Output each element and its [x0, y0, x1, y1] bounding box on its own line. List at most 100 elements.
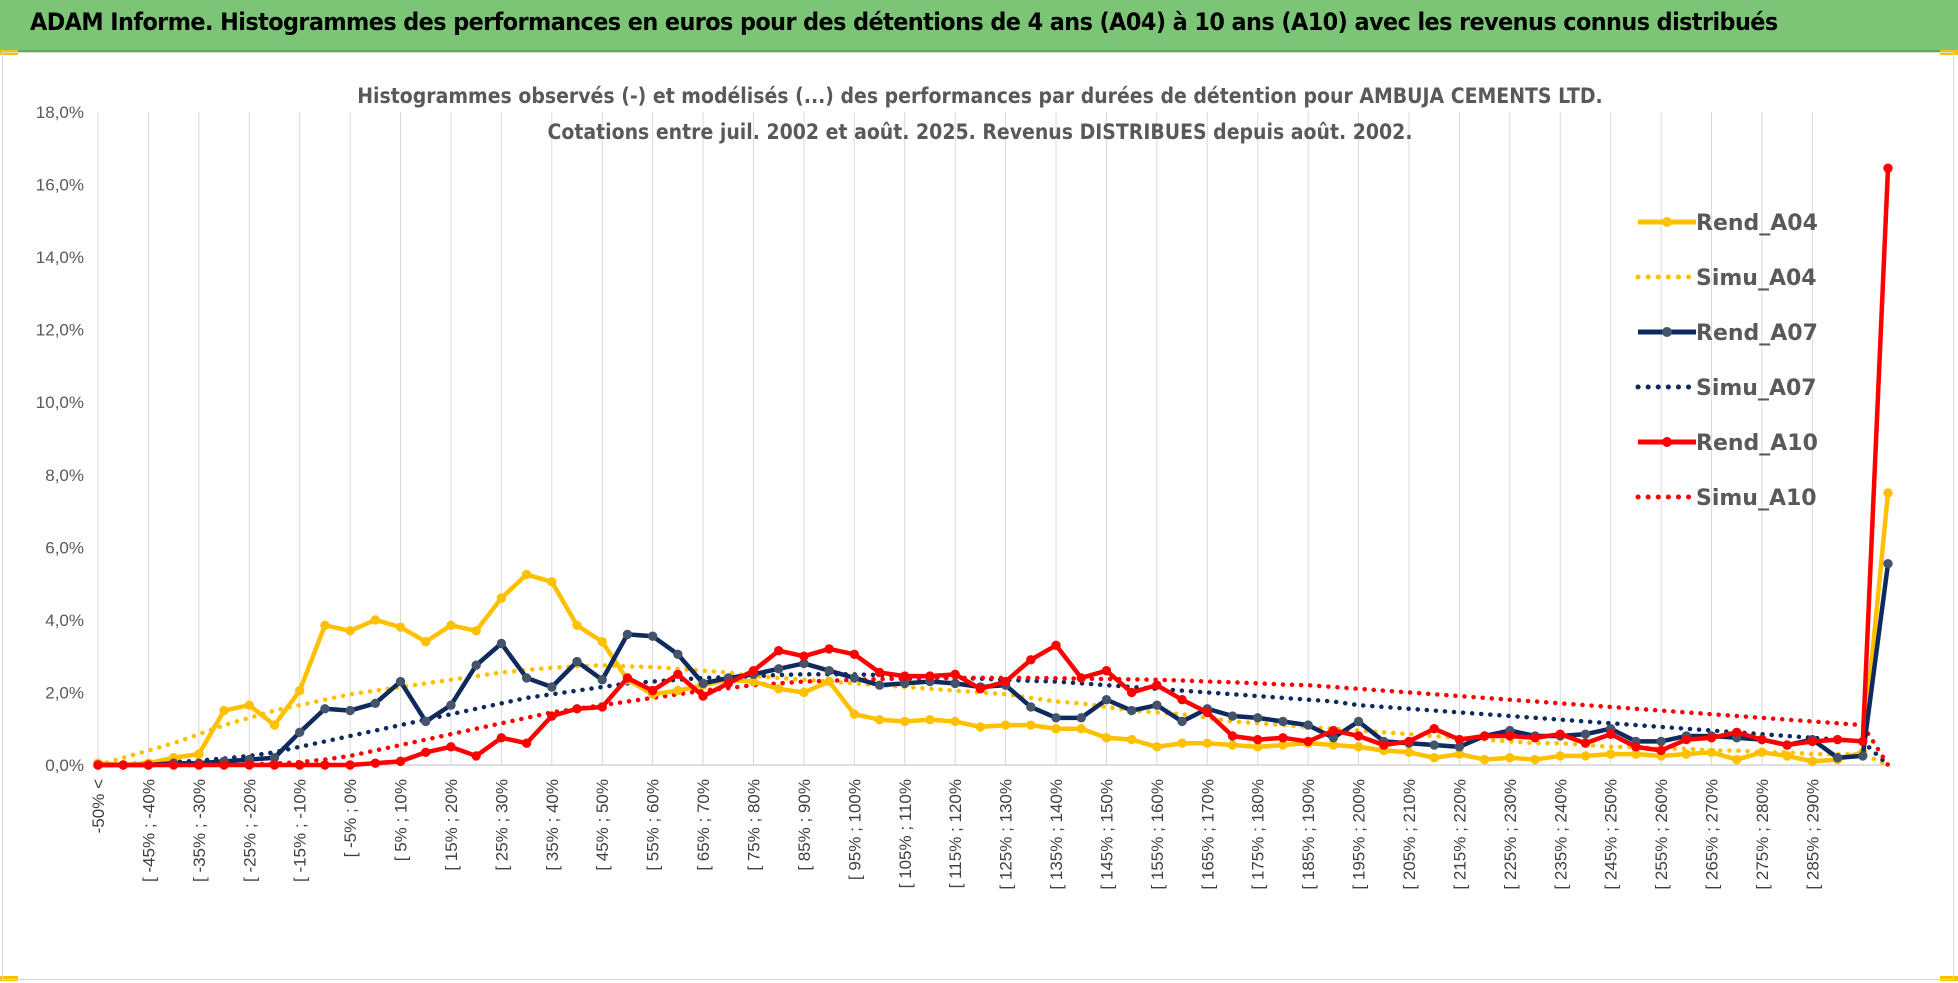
data-point — [496, 638, 507, 649]
data-point — [269, 760, 280, 770]
data-point — [748, 665, 759, 676]
data-point — [1530, 733, 1540, 743]
data-point — [446, 620, 456, 631]
series-line-rend-a07 — [98, 563, 1891, 768]
data-point — [244, 760, 254, 770]
data-point — [647, 685, 658, 696]
data-point — [1353, 742, 1364, 752]
data-point — [799, 687, 809, 698]
data-point — [320, 760, 330, 770]
data-point — [93, 760, 103, 770]
x-tick-label: [ 15% ; 20% — [442, 779, 461, 871]
data-point — [421, 747, 431, 758]
data-point — [1858, 751, 1868, 761]
data-point — [1732, 754, 1742, 765]
data-point — [345, 760, 355, 770]
data-point — [1379, 740, 1389, 750]
data-point — [799, 651, 809, 661]
data-point — [1076, 724, 1086, 734]
data-point — [320, 704, 330, 714]
x-tick-label: [ 145% ; 150% — [1097, 779, 1116, 890]
data-point — [1278, 716, 1288, 727]
data-point — [547, 682, 557, 692]
data-point — [1656, 745, 1666, 756]
data-point — [774, 684, 784, 694]
data-point — [1807, 756, 1818, 767]
x-tick-label: [ -45% ; -40% — [139, 779, 158, 882]
data-point — [1126, 734, 1137, 745]
legend-label: Rend_A10 — [1696, 431, 1818, 456]
data-point — [1454, 734, 1465, 745]
data-point — [471, 660, 481, 670]
data-point — [900, 671, 910, 681]
data-point — [975, 722, 986, 732]
data-point — [1026, 702, 1036, 712]
data-point — [1202, 738, 1212, 748]
data-point — [1026, 720, 1036, 730]
data-point — [1000, 720, 1011, 730]
y-tick-label: 6,0% — [45, 538, 84, 557]
data-point — [647, 631, 658, 641]
legend-marker — [1662, 327, 1672, 337]
x-tick-label: [ -35% ; -30% — [190, 779, 209, 882]
data-point — [1303, 736, 1313, 747]
chart-frame — [2, 52, 1954, 980]
data-point — [597, 636, 607, 647]
data-point — [1152, 742, 1162, 752]
data-point — [975, 684, 986, 694]
x-tick-label: [ -25% ; -20% — [240, 779, 259, 882]
data-point — [1152, 700, 1162, 710]
y-tick-label: 8,0% — [45, 466, 84, 485]
x-tick-label: [ -15% ; -10% — [291, 779, 310, 882]
x-tick-label: [ 5% ; 10% — [392, 779, 411, 861]
data-point — [1076, 673, 1086, 683]
x-tick-label: [ 165% ; 170% — [1198, 779, 1217, 890]
data-point — [950, 716, 960, 727]
data-point — [1656, 736, 1666, 747]
x-tick-label: [ 65% ; 70% — [694, 779, 713, 871]
data-point — [1202, 707, 1212, 718]
data-point — [118, 760, 128, 770]
data-point — [597, 675, 607, 685]
x-tick-label: [ 85% ; 90% — [795, 779, 814, 871]
data-point — [1000, 676, 1011, 687]
data-point — [345, 705, 355, 716]
chart-title-line: Histogrammes observés (-) et modélisés (… — [357, 83, 1603, 108]
data-point — [1555, 729, 1565, 739]
data-point — [219, 705, 229, 716]
data-point — [1883, 558, 1893, 569]
x-tick-label: [ 205% ; 210% — [1400, 779, 1419, 890]
data-point — [950, 678, 960, 689]
data-point — [698, 678, 708, 689]
data-point — [1757, 734, 1767, 745]
data-point — [496, 593, 507, 603]
legend-label: Simu_A04 — [1696, 266, 1817, 291]
data-point — [824, 665, 834, 676]
data-point — [950, 669, 960, 680]
data-point — [1858, 736, 1868, 747]
data-point — [194, 749, 204, 759]
data-point — [1580, 738, 1591, 748]
header-title: ADAM Informe. Histogrammes des performan… — [30, 8, 1778, 36]
data-point — [774, 646, 784, 656]
data-point — [194, 760, 204, 770]
data-point — [1051, 640, 1061, 650]
data-point — [673, 669, 683, 680]
data-point — [1807, 736, 1818, 747]
data-point — [874, 667, 885, 678]
x-tick-label: [ 185% ; 190% — [1299, 779, 1318, 890]
data-point — [1580, 729, 1591, 739]
data-point — [1051, 713, 1061, 723]
data-point — [219, 760, 229, 770]
data-point — [1152, 680, 1162, 690]
legend-label: Rend_A04 — [1696, 211, 1818, 236]
data-point — [521, 738, 532, 748]
data-point — [547, 577, 557, 587]
y-tick-label: 10,0% — [36, 393, 84, 412]
data-point — [1429, 753, 1439, 763]
data-point — [572, 704, 582, 714]
legend-label: Simu_A07 — [1696, 376, 1817, 401]
data-point — [1530, 754, 1540, 765]
data-point — [421, 636, 431, 647]
data-point — [1227, 711, 1238, 721]
